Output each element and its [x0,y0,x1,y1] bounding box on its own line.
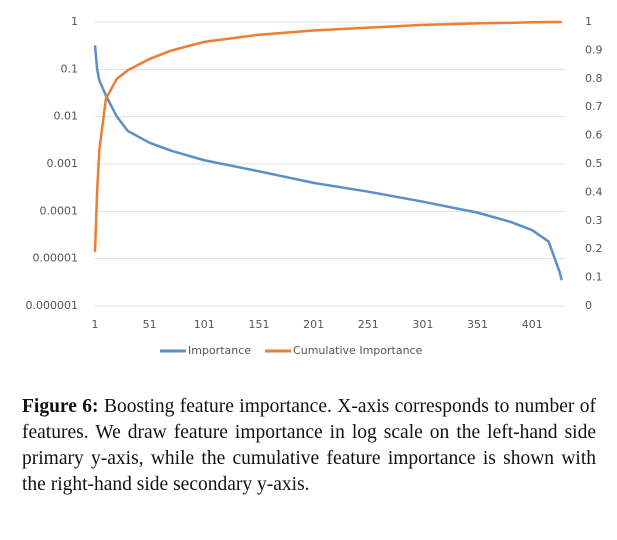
caption-text: Boosting feature importance. X-axis corr… [22,396,597,495]
y2-tick-label: 0.6 [585,129,603,142]
x-tick-label: 1 [92,318,99,331]
x-tick-label: 151 [248,318,269,331]
y-tick-label: 0.000001 [26,299,79,312]
y2-tick-label: 0.7 [585,100,603,113]
y2-tick-label: 0.9 [585,43,603,56]
x-tick-label: 51 [143,318,157,331]
x-tick-label: 251 [358,318,379,331]
x-tick-label: 401 [522,318,543,331]
caption: Figure 6: Boosting feature importance. X… [22,394,596,498]
y2-tick-label: 0.2 [585,242,603,255]
y-tick-label: 0.0001 [40,204,79,217]
x-tick-label: 301 [412,318,433,331]
y2-tick-label: 0.3 [585,214,603,227]
y2-tick-label: 1 [585,15,592,28]
y2-tick-label: 0 [585,299,592,312]
legend-label: Cumulative Importance [293,344,423,357]
y-tick-label: 0.001 [47,157,79,170]
y-tick-label: 0.00001 [33,252,79,265]
x-tick-label: 201 [303,318,324,331]
legend-label: Importance [188,344,251,357]
y2-tick-label: 0.5 [585,157,603,170]
series-line [93,45,563,281]
y-tick-label: 0.01 [54,110,79,123]
x-tick-label: 101 [194,318,215,331]
y2-tick-label: 0.4 [585,185,603,198]
chart: 0.000001 0.00001 0.0001 0.001 0.01 0.1 1 0 0.1 0.… [26,15,603,357]
y-tick-label: 1 [71,15,78,28]
y2-tick-label: 0.1 [585,271,603,284]
series-line [93,20,562,253]
y-tick-label: 0.1 [61,62,79,75]
caption-label: Figure 6: [22,396,99,417]
y2-tick-label: 0.8 [585,72,603,85]
x-tick-label: 351 [467,318,488,331]
